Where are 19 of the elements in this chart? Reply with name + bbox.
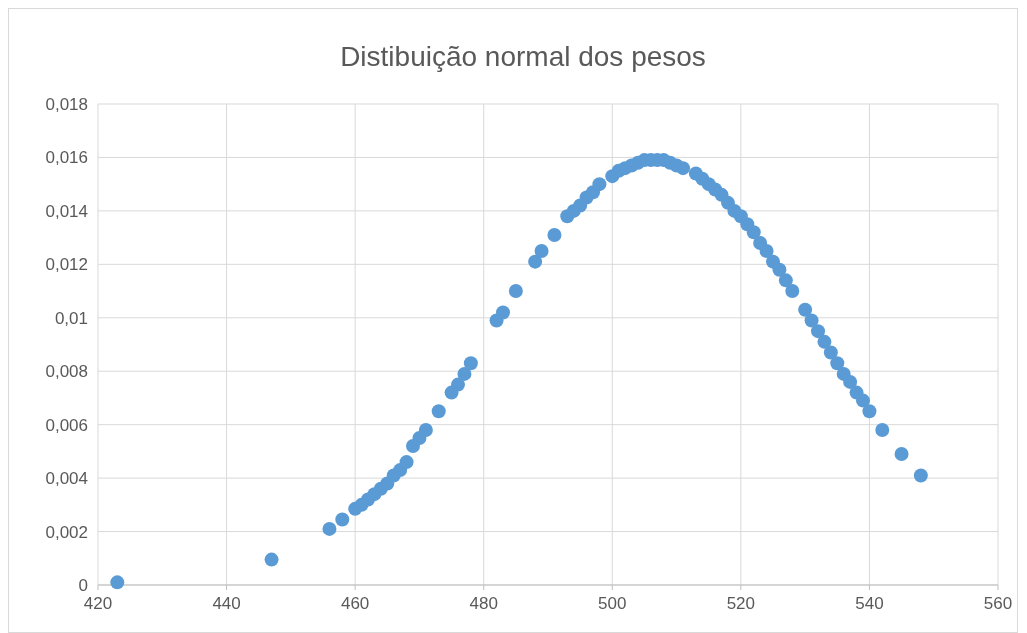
x-tick-label: 440 (212, 594, 241, 613)
x-tick-label: 460 (340, 594, 370, 613)
x-tick-label: 480 (469, 594, 498, 613)
x-tick-label: 540 (855, 594, 884, 613)
y-tick-label: 0,002 (45, 522, 88, 542)
y-tick-label: 0,018 (45, 95, 88, 114)
y-tick-label: 0,014 (45, 201, 88, 221)
y-tick-label: 0,016 (45, 148, 88, 168)
y-tick-label: 0,012 (45, 255, 88, 275)
x-tick-label: 420 (83, 594, 113, 613)
x-tick-label: 520 (726, 594, 756, 613)
x-tick-label: 500 (598, 594, 627, 613)
x-tick-label: 560 (983, 594, 1013, 613)
y-tick-label: 0 (78, 576, 88, 595)
y-tick-label: 0,01 (54, 308, 88, 328)
y-tick-label: 0,004 (45, 469, 88, 489)
y-tick-label: 0,006 (45, 415, 88, 435)
y-tick-label: 0,008 (45, 362, 88, 382)
chart-title: Distibuição normal dos pesos (340, 41, 706, 72)
